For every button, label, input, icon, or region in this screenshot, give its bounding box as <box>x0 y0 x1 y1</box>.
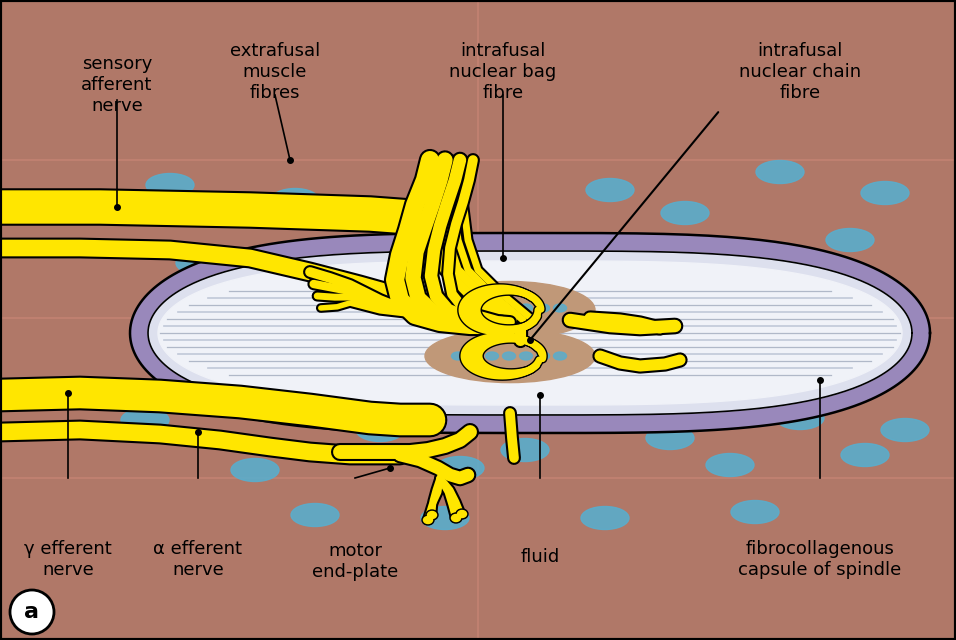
Ellipse shape <box>861 182 909 205</box>
Ellipse shape <box>291 504 339 527</box>
Ellipse shape <box>646 426 694 449</box>
Text: intrafusal
nuclear chain
fibre: intrafusal nuclear chain fibre <box>739 42 861 102</box>
Ellipse shape <box>436 456 484 479</box>
Text: extrafusal
muscle
fibres: extrafusal muscle fibres <box>229 42 320 102</box>
Text: fluid: fluid <box>520 548 559 566</box>
Ellipse shape <box>591 394 639 417</box>
Ellipse shape <box>450 513 462 523</box>
Circle shape <box>10 590 54 634</box>
Ellipse shape <box>451 304 465 312</box>
Ellipse shape <box>881 419 929 442</box>
Ellipse shape <box>586 179 634 202</box>
Text: intrafusal
nuclear bag
fibre: intrafusal nuclear bag fibre <box>449 42 556 102</box>
Ellipse shape <box>426 510 438 520</box>
Ellipse shape <box>661 202 709 225</box>
Ellipse shape <box>486 304 498 312</box>
Polygon shape <box>148 251 912 415</box>
Ellipse shape <box>536 304 550 312</box>
Ellipse shape <box>425 282 595 339</box>
Text: γ efferent
nerve: γ efferent nerve <box>24 540 112 579</box>
Ellipse shape <box>666 246 714 269</box>
Ellipse shape <box>706 454 754 477</box>
Ellipse shape <box>701 403 749 426</box>
Ellipse shape <box>554 352 567 360</box>
Ellipse shape <box>776 406 824 429</box>
Ellipse shape <box>841 444 889 467</box>
Ellipse shape <box>121 408 169 431</box>
Ellipse shape <box>451 352 465 360</box>
Ellipse shape <box>381 202 429 225</box>
Ellipse shape <box>536 352 550 360</box>
Ellipse shape <box>816 344 864 367</box>
Ellipse shape <box>425 330 595 383</box>
Text: fibrocollagenous
capsule of spindle: fibrocollagenous capsule of spindle <box>738 540 902 579</box>
Ellipse shape <box>721 282 769 305</box>
Text: motor
end-plate: motor end-plate <box>312 542 398 581</box>
Ellipse shape <box>231 458 279 481</box>
Ellipse shape <box>554 304 567 312</box>
Ellipse shape <box>676 349 724 371</box>
Ellipse shape <box>826 228 874 252</box>
Ellipse shape <box>501 438 549 461</box>
Ellipse shape <box>486 352 498 360</box>
Ellipse shape <box>503 352 515 360</box>
Polygon shape <box>158 261 902 405</box>
Ellipse shape <box>468 352 482 360</box>
Ellipse shape <box>424 516 432 524</box>
Ellipse shape <box>271 189 319 211</box>
Polygon shape <box>130 233 930 433</box>
Text: α efferent
nerve: α efferent nerve <box>154 540 243 579</box>
Text: sensory
afferent
nerve: sensory afferent nerve <box>81 55 153 115</box>
Ellipse shape <box>422 515 434 525</box>
Text: a: a <box>25 602 39 622</box>
Ellipse shape <box>731 500 779 524</box>
Ellipse shape <box>427 511 437 518</box>
Ellipse shape <box>756 161 804 184</box>
Ellipse shape <box>458 511 467 518</box>
Ellipse shape <box>451 515 461 522</box>
Ellipse shape <box>316 259 364 282</box>
Ellipse shape <box>581 506 629 529</box>
Ellipse shape <box>421 506 469 529</box>
Ellipse shape <box>356 419 404 442</box>
Ellipse shape <box>503 304 515 312</box>
Ellipse shape <box>519 352 532 360</box>
Ellipse shape <box>566 250 614 273</box>
Ellipse shape <box>519 304 532 312</box>
Ellipse shape <box>176 252 224 275</box>
Ellipse shape <box>468 304 482 312</box>
Ellipse shape <box>146 173 194 196</box>
Ellipse shape <box>456 509 468 519</box>
Ellipse shape <box>806 271 854 294</box>
